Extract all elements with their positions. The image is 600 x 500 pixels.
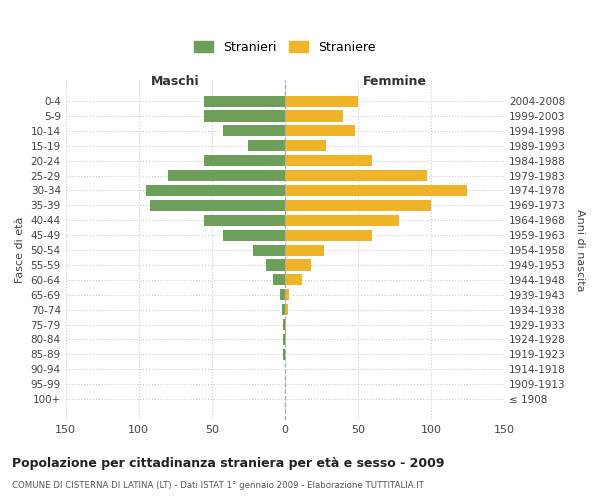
Bar — [282, 304, 285, 316]
Text: Popolazione per cittadinanza straniera per età e sesso - 2009: Popolazione per cittadinanza straniera p… — [12, 458, 445, 470]
Bar — [285, 96, 358, 106]
Bar — [280, 289, 285, 300]
Bar — [253, 244, 285, 256]
Bar — [248, 140, 285, 151]
Text: COMUNE DI CISTERNA DI LATINA (LT) - Dati ISTAT 1° gennaio 2009 - Elaborazione TU: COMUNE DI CISTERNA DI LATINA (LT) - Dati… — [12, 480, 424, 490]
Bar — [285, 274, 302, 285]
Bar — [285, 260, 311, 270]
Bar — [285, 289, 289, 300]
Bar — [285, 244, 324, 256]
Bar — [146, 185, 285, 196]
Bar — [223, 230, 285, 241]
Bar — [285, 155, 373, 166]
Bar — [285, 200, 431, 211]
Legend: Stranieri, Straniere: Stranieri, Straniere — [190, 36, 380, 59]
Y-axis label: Anni di nascita: Anni di nascita — [575, 209, 585, 292]
Bar — [205, 214, 285, 226]
Bar — [283, 349, 285, 360]
Text: Femmine: Femmine — [362, 74, 427, 88]
Bar — [285, 185, 467, 196]
Bar — [205, 96, 285, 106]
Bar — [273, 274, 285, 285]
Bar — [205, 110, 285, 122]
Bar — [285, 304, 288, 316]
Bar — [151, 200, 285, 211]
Bar — [285, 319, 286, 330]
Bar — [285, 110, 343, 122]
Bar — [285, 334, 286, 345]
Bar — [285, 214, 399, 226]
Bar — [168, 170, 285, 181]
Bar — [223, 126, 285, 136]
Bar — [285, 126, 355, 136]
Bar — [285, 170, 427, 181]
Bar — [283, 334, 285, 345]
Bar — [266, 260, 285, 270]
Bar — [283, 319, 285, 330]
Bar — [285, 140, 326, 151]
Y-axis label: Fasce di età: Fasce di età — [15, 217, 25, 284]
Bar — [285, 230, 373, 241]
Bar — [285, 349, 286, 360]
Text: Maschi: Maschi — [151, 74, 200, 88]
Bar — [205, 155, 285, 166]
